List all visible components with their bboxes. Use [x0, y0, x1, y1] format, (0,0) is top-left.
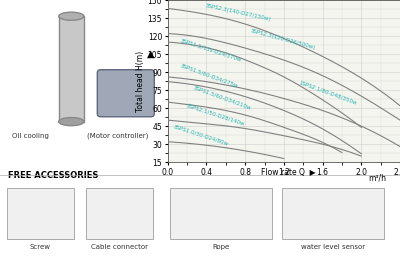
Text: Oil cooling: Oil cooling	[12, 133, 49, 139]
FancyBboxPatch shape	[170, 188, 272, 239]
FancyBboxPatch shape	[7, 188, 74, 239]
FancyBboxPatch shape	[86, 188, 153, 239]
Text: 3SPS2.1/50-D28/140w: 3SPS2.1/50-D28/140w	[185, 102, 245, 126]
Text: 3SPS1.5/60-D34/210w: 3SPS1.5/60-D34/210w	[192, 85, 252, 111]
Y-axis label: Total head H(m): Total head H(m)	[136, 51, 145, 112]
Text: m³/h: m³/h	[368, 174, 386, 183]
Text: 3SPS2.3(120-D26/500w): 3SPS2.3(120-D26/500w)	[250, 28, 316, 50]
Text: ▲: ▲	[146, 49, 154, 59]
Text: 3SPS1.5/60-D34/275w: 3SPS1.5/60-D34/275w	[179, 63, 239, 89]
Text: Screw: Screw	[30, 244, 51, 250]
FancyBboxPatch shape	[97, 70, 154, 117]
Text: Flow rate Q  ▶: Flow rate Q ▶	[261, 168, 315, 177]
Text: (Motor controller): (Motor controller)	[87, 133, 148, 140]
Text: Rope: Rope	[212, 244, 230, 250]
Text: 3SPS2.3(140-D27/130w): 3SPS2.3(140-D27/130w)	[204, 3, 272, 22]
Text: water level sensor: water level sensor	[300, 244, 365, 250]
Text: 3SPS1.5/13s-D24/370w: 3SPS1.5/13s-D24/370w	[179, 38, 242, 63]
FancyBboxPatch shape	[282, 188, 384, 239]
Ellipse shape	[59, 118, 84, 126]
Text: Cable connector: Cable connector	[90, 244, 148, 250]
Text: 1SPS2.1/80-D48/350w: 1SPS2.1/80-D48/350w	[298, 80, 358, 106]
Text: 3SPS1.0/30-D24/80w: 3SPS1.0/30-D24/80w	[172, 124, 229, 147]
Bar	[59, 16, 84, 122]
Ellipse shape	[59, 12, 84, 20]
Text: FREE ACCESSORIES: FREE ACCESSORIES	[8, 172, 99, 180]
